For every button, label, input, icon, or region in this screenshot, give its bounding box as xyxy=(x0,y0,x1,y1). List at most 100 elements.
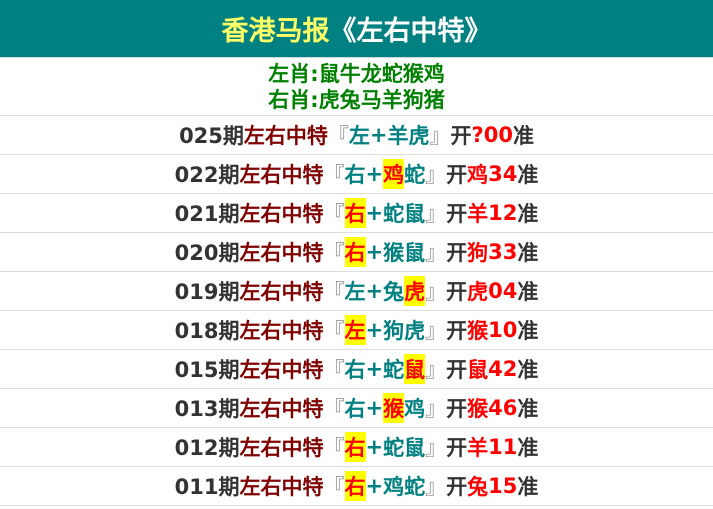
pick-char: 蛇 xyxy=(404,163,426,187)
left-zodiac-list: 左肖:鼠牛龙蛇猴鸡 xyxy=(268,61,445,86)
open-label: 开 xyxy=(446,319,468,343)
pick-char: + xyxy=(365,318,384,342)
accurate-label: 准 xyxy=(517,319,539,343)
pick-char: 右 xyxy=(344,358,366,382)
result-animal: 羊 xyxy=(467,436,489,460)
result-animal: 猴 xyxy=(467,319,489,343)
result-animal: 羊 xyxy=(467,202,489,226)
open-bracket: 『 xyxy=(323,358,345,382)
period-number: 015期 xyxy=(174,358,240,382)
accurate-label: 准 xyxy=(517,397,539,421)
period-number: 011期 xyxy=(174,475,240,499)
period-number: 013期 xyxy=(174,397,240,421)
pick-char: 虎 xyxy=(404,319,426,343)
result-row: 018期 左右中特『左 + 狗虎』开猴 10 准 xyxy=(0,311,713,350)
row-label: 左右中特 xyxy=(239,397,324,421)
pick-char: + xyxy=(365,435,384,459)
close-bracket: 』 xyxy=(425,358,447,382)
close-bracket: 』 xyxy=(425,436,447,460)
result-number: 04 xyxy=(488,279,518,303)
pick-char: 左 xyxy=(344,280,366,304)
pick-char: + xyxy=(369,123,388,147)
pick-char: + xyxy=(365,240,384,264)
accurate-label: 准 xyxy=(517,475,539,499)
accurate-label: 准 xyxy=(517,280,539,304)
open-bracket: 『 xyxy=(323,475,345,499)
row-label: 左右中特 xyxy=(239,202,324,226)
result-animal: 鼠 xyxy=(467,358,489,382)
accurate-label: 准 xyxy=(517,436,539,460)
period-number: 025期 xyxy=(179,124,244,148)
result-animal: 兔 xyxy=(467,475,489,499)
open-bracket: 『 xyxy=(323,397,345,421)
pick-char: + xyxy=(365,201,384,225)
period-number: 019期 xyxy=(174,280,240,304)
pick-char: 鸡 xyxy=(404,397,426,421)
pick-char-highlighted: 鸡 xyxy=(383,159,405,189)
accurate-label: 准 xyxy=(517,202,539,226)
period-number: 018期 xyxy=(174,319,240,343)
pick-char: 鼠 xyxy=(404,202,426,226)
pick-char: 左 xyxy=(348,124,370,148)
row-label: 左右中特 xyxy=(239,358,324,382)
close-bracket: 』 xyxy=(425,397,447,421)
pick-char: 蛇 xyxy=(383,436,405,460)
result-number: 46 xyxy=(488,396,518,420)
result-animal: 虎 xyxy=(467,280,489,304)
open-bracket: 『 xyxy=(323,319,345,343)
result-number: 00 xyxy=(483,123,513,147)
pick-char: + xyxy=(365,162,384,186)
open-label: 开 xyxy=(446,163,468,187)
close-bracket: 』 xyxy=(425,475,447,499)
open-bracket: 『 xyxy=(323,163,345,187)
open-label: 开 xyxy=(446,280,468,304)
result-row: 015期 左右中特『右 + 蛇鼠』开鼠 42 准 xyxy=(0,350,713,389)
result-row: 013期 左右中特『右 + 猴鸡』开猴 46 准 xyxy=(0,389,713,428)
result-row: 025期 左右中特『左 + 羊虎』开? 00 准 xyxy=(0,116,713,155)
close-bracket: 』 xyxy=(425,319,447,343)
result-animal: ? xyxy=(471,123,484,147)
row-label: 左右中特 xyxy=(239,475,324,499)
pick-char: 右 xyxy=(344,397,366,421)
result-number: 42 xyxy=(488,357,518,381)
period-number: 012期 xyxy=(174,436,240,460)
accurate-label: 准 xyxy=(517,163,539,187)
section-title: 《左右中特》 xyxy=(329,16,492,47)
accurate-label: 准 xyxy=(517,358,539,382)
pick-char: 猴 xyxy=(383,241,405,265)
result-row: 021期 左右中特『右 + 蛇鼠』开羊 12 准 xyxy=(0,194,713,233)
close-bracket: 』 xyxy=(425,202,447,226)
result-row: 012期 左右中特『右 + 蛇鼠』开羊 11 准 xyxy=(0,428,713,467)
result-number: 10 xyxy=(488,318,518,342)
open-label: 开 xyxy=(446,241,468,265)
open-bracket: 『 xyxy=(323,241,345,265)
pick-char-highlighted: 猴 xyxy=(383,393,405,423)
pick-char: 鼠 xyxy=(404,241,426,265)
pick-char: 羊 xyxy=(387,124,409,148)
row-label: 左右中特 xyxy=(239,280,324,304)
open-bracket: 『 xyxy=(323,202,345,226)
result-animal: 猴 xyxy=(467,397,489,421)
result-animal: 狗 xyxy=(467,241,489,265)
result-number: 34 xyxy=(488,162,518,186)
close-bracket: 』 xyxy=(425,241,447,265)
pick-char-highlighted: 右 xyxy=(344,432,366,462)
pick-char-highlighted: 右 xyxy=(344,198,366,228)
pick-char: + xyxy=(365,279,384,303)
accurate-label: 准 xyxy=(517,241,539,265)
period-number: 021期 xyxy=(174,202,240,226)
open-label: 开 xyxy=(446,358,468,382)
results-list: 025期 左右中特『左 + 羊虎』开? 00 准 022期 左右中特『右 + 鸡蛇』开鸡 34 准 0… xyxy=(0,116,713,506)
close-bracket: 』 xyxy=(429,124,451,148)
result-row: 019期 左右中特『左 + 兔虎』开虎 04 准 xyxy=(0,272,713,311)
open-label: 开 xyxy=(446,475,468,499)
open-label: 开 xyxy=(446,397,468,421)
page-header: 香港马报 《左右中特》 xyxy=(0,0,713,58)
pick-char-highlighted: 虎 xyxy=(404,276,426,306)
pick-char: + xyxy=(365,474,384,498)
pick-char: 蛇 xyxy=(404,475,426,499)
result-number: 11 xyxy=(488,435,518,459)
row-label: 左右中特 xyxy=(239,241,324,265)
result-number: 33 xyxy=(488,240,518,264)
pick-char-highlighted: 右 xyxy=(344,237,366,267)
